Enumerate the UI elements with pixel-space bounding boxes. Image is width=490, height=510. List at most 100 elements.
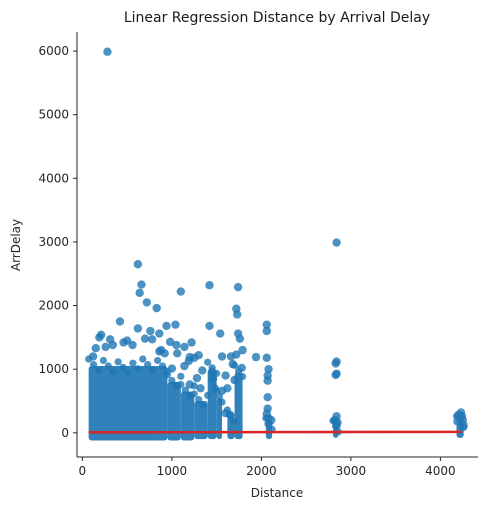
band-edge-point: [200, 402, 207, 409]
y-tick-label: 0: [61, 426, 69, 440]
data-point: [218, 352, 226, 360]
data-point: [92, 344, 100, 352]
x-tick-label: 0: [79, 464, 87, 478]
band-edge-point: [177, 373, 184, 380]
data-point: [226, 411, 234, 419]
y-tick-label: 5000: [38, 108, 69, 122]
data-point: [137, 280, 145, 288]
band-edge-point: [134, 365, 141, 372]
band-edge-point: [168, 377, 175, 384]
data-point: [263, 376, 271, 384]
data-point: [263, 404, 271, 412]
data-point: [123, 336, 131, 344]
band-edge-point: [115, 358, 122, 365]
band-edge-point: [149, 367, 156, 374]
data-point: [252, 353, 260, 361]
data-point: [205, 281, 213, 289]
dense-point-bands: [85, 355, 467, 440]
data-point: [103, 48, 111, 56]
x-tick-label: 2000: [246, 464, 277, 478]
data-point: [218, 387, 226, 395]
data-point: [177, 287, 185, 295]
data-point: [146, 327, 154, 335]
data-point: [332, 238, 340, 246]
y-tick-label: 3000: [38, 235, 69, 249]
data-point: [263, 393, 271, 401]
band-edge-point: [119, 364, 126, 371]
data-point: [161, 349, 169, 357]
band-edge-point: [177, 381, 184, 388]
data-point: [171, 320, 179, 328]
data-point: [459, 421, 467, 429]
data-point: [109, 341, 117, 349]
y-tick-label: 4000: [38, 171, 69, 185]
data-point: [141, 334, 149, 342]
band-edge-point: [159, 362, 166, 369]
data-point: [186, 380, 194, 388]
data-point: [134, 260, 142, 268]
data-point: [155, 329, 163, 337]
y-tick-label: 1000: [38, 362, 69, 376]
data-point: [216, 329, 224, 337]
data-point: [234, 329, 242, 337]
data-point: [101, 343, 109, 351]
x-tick-label: 4000: [425, 464, 456, 478]
data-point: [209, 375, 217, 383]
data-point: [333, 418, 341, 426]
data-point: [331, 371, 339, 379]
data-point: [205, 322, 213, 330]
x-ticks: 0 1000 2000 3000 4000: [79, 457, 456, 478]
x-tick-label: 3000: [336, 464, 367, 478]
plot-area: [85, 48, 468, 441]
data-point: [264, 420, 272, 428]
data-point: [232, 350, 240, 358]
data-point: [185, 357, 193, 365]
band-edge-point: [90, 361, 97, 368]
data-point: [173, 349, 181, 357]
band-edge-point: [154, 357, 161, 364]
band-edge-point: [124, 369, 131, 376]
band-edge-point: [105, 362, 112, 369]
band-edge-point: [110, 368, 117, 375]
data-point: [180, 343, 188, 351]
data-point: [211, 384, 219, 392]
data-point: [263, 354, 271, 362]
data-point: [168, 364, 176, 372]
data-point: [237, 364, 245, 372]
data-point: [152, 304, 160, 312]
band-edge-point: [195, 396, 202, 403]
y-tick-label: 2000: [38, 299, 69, 313]
band-edge-point: [191, 390, 198, 397]
chart-title: Linear Regression Distance by Arrival De…: [124, 10, 430, 26]
data-point: [331, 359, 339, 367]
x-axis-label: Distance: [251, 486, 303, 500]
data-point: [230, 376, 238, 384]
data-point: [187, 338, 195, 346]
data-point: [221, 371, 229, 379]
data-point: [95, 333, 103, 341]
band-edge-point: [95, 367, 102, 374]
data-point: [263, 327, 271, 335]
y-ticks: 0 1000 2000 3000 4000 5000 6000: [38, 44, 77, 440]
data-point: [135, 289, 143, 297]
data-point: [193, 374, 201, 382]
data-point: [196, 384, 204, 392]
x-tick-label: 1000: [157, 464, 188, 478]
band-edge-point: [100, 357, 107, 364]
data-point: [116, 317, 124, 325]
data-point: [198, 366, 206, 374]
band-edge-point: [164, 371, 171, 378]
data-point: [229, 360, 237, 368]
data-point: [162, 322, 170, 330]
dense-point-band: [89, 366, 168, 440]
data-point: [89, 352, 97, 360]
data-point: [233, 310, 241, 318]
data-point: [166, 338, 174, 346]
band-edge-point: [239, 373, 246, 380]
data-point: [143, 298, 151, 306]
data-point: [234, 283, 242, 291]
y-tick-label: 6000: [38, 44, 69, 58]
y-axis-label: ArrDelay: [9, 219, 23, 271]
data-point: [148, 335, 156, 343]
